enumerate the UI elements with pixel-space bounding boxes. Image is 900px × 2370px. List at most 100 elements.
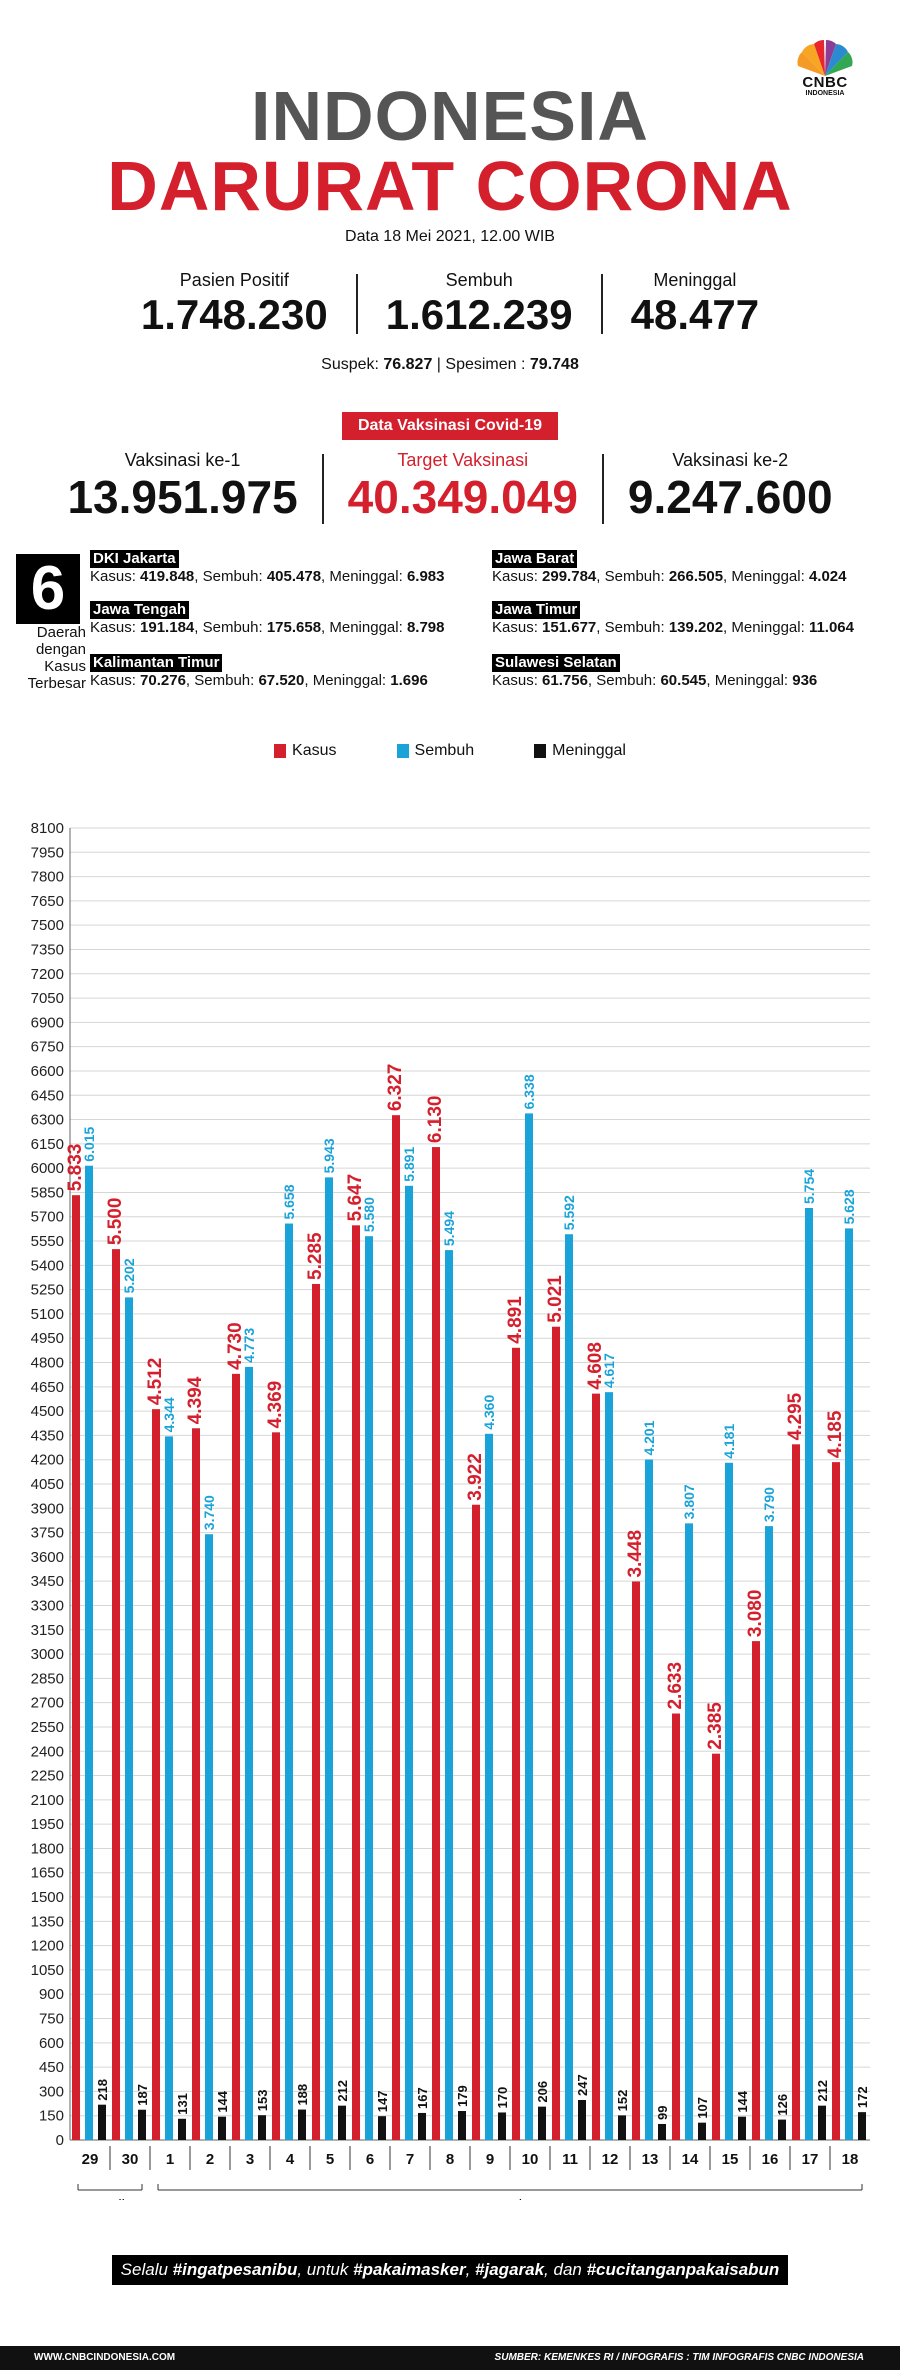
- group-label: April: [95, 2197, 125, 2200]
- y-tick-label: 0: [56, 2132, 64, 2149]
- y-tick-label: 450: [39, 2059, 64, 2076]
- data-label: 4.344: [161, 1397, 177, 1432]
- target-label: Target Vaksinasi: [397, 450, 529, 470]
- case-stats-row: Pasien Positif 1.748.230 Sembuh 1.612.23…: [0, 270, 900, 339]
- bar-kasus: [472, 1504, 480, 2140]
- bar-sembuh: [605, 1392, 613, 2140]
- bar-sembuh: [445, 1250, 453, 2140]
- legend-item-sembuh: Sembuh: [396, 742, 474, 760]
- data-label: 247: [575, 2074, 590, 2096]
- data-label: 153: [255, 2090, 270, 2112]
- caption-line: Daerah: [36, 624, 86, 641]
- bar-meninggal: [858, 2112, 866, 2140]
- divider: [600, 274, 603, 334]
- data-label: 170: [495, 2087, 510, 2109]
- region-item: Jawa Tengah Kasus: 191.184, Sembuh: 175.6…: [90, 601, 444, 637]
- y-tick-label: 7350: [31, 941, 64, 958]
- y-tick-label: 1200: [31, 1938, 64, 1955]
- footer-text: , dan: [544, 2260, 587, 2279]
- stat-vaksin-1: Vaksinasi ke-1 13.951.975: [43, 450, 321, 524]
- y-tick-label: 7500: [31, 917, 64, 934]
- bar-sembuh: [205, 1534, 213, 2140]
- data-label: 218: [95, 2079, 110, 2101]
- bar-sembuh: [285, 1223, 293, 2140]
- stat-meninggal: Meninggal 48.477: [603, 270, 787, 339]
- region-name: Sulawesi Selatan: [492, 654, 620, 672]
- y-tick-label: 5250: [31, 1282, 64, 1299]
- x-tick-label: 29: [82, 2151, 99, 2168]
- y-tick-label: 4950: [31, 1330, 64, 1347]
- bar-sembuh: [325, 1177, 333, 2140]
- y-tick-label: 2550: [31, 1719, 64, 1736]
- bar-meninggal: [618, 2115, 626, 2140]
- data-label: 5.658: [281, 1184, 297, 1219]
- data-label: 152: [615, 2090, 630, 2112]
- y-tick-label: 5700: [31, 1209, 64, 1226]
- data-label: 187: [135, 2084, 150, 2106]
- data-label: 144: [735, 2090, 750, 2112]
- legend-item-kasus: Kasus: [274, 742, 337, 760]
- x-tick-label: 15: [722, 2151, 739, 2168]
- legend-swatch: [274, 744, 287, 758]
- bar-meninggal: [458, 2111, 466, 2140]
- data-label: 188: [295, 2084, 310, 2106]
- x-tick-label: 9: [486, 2151, 494, 2168]
- bar-meninggal: [538, 2106, 546, 2140]
- bar-kasus: [712, 1753, 720, 2140]
- y-tick-label: 6000: [31, 1160, 64, 1177]
- data-label: 3.448: [625, 1530, 646, 1578]
- x-tick-label: 14: [682, 2151, 699, 2168]
- bar-kasus: [152, 1409, 160, 2140]
- suspek-line: Suspek: 76.827 | Spesimen : 79.748: [321, 356, 579, 373]
- bar-sembuh: [765, 1526, 773, 2140]
- data-label: 4.181: [721, 1424, 737, 1459]
- vaksin-2-label: Vaksinasi ke-2: [672, 450, 789, 470]
- stat-sembuh-value: 1.612.239: [385, 291, 573, 338]
- data-label: 4.773: [241, 1328, 257, 1363]
- data-label: 6.015: [81, 1126, 97, 1161]
- data-label: 131: [175, 2093, 190, 2115]
- x-tick-label: 6: [366, 2151, 374, 2168]
- y-tick-label: 6300: [31, 1112, 64, 1129]
- region-data: Kasus: 299.784, Sembuh: 266.505, Meningg…: [492, 568, 847, 585]
- y-tick-label: 7650: [31, 893, 64, 910]
- data-label: 2.633: [665, 1662, 686, 1710]
- y-tick-label: 900: [39, 1986, 64, 2003]
- divider: [321, 454, 324, 524]
- y-tick-label: 3750: [31, 1525, 64, 1542]
- region-name: Jawa Tengah: [90, 601, 190, 619]
- y-tick-label: 3900: [31, 1500, 64, 1517]
- data-label: 4.730: [225, 1322, 246, 1370]
- hashtag: #jagarak: [475, 2260, 545, 2279]
- bar-meninggal: [658, 2123, 666, 2140]
- y-tick-label: 1800: [31, 1840, 64, 1857]
- bar-meninggal: [818, 2105, 826, 2140]
- data-label: 5.891: [401, 1147, 417, 1182]
- region-data: Kasus: 151.677, Sembuh: 139.202, Meningg…: [492, 619, 854, 636]
- y-tick-label: 150: [39, 2108, 64, 2125]
- hashtag: #cucitanganpakaisabun: [586, 2260, 780, 2279]
- data-label: 5.647: [345, 1174, 366, 1222]
- caption-line: Terbesar: [27, 675, 86, 692]
- y-tick-label: 6450: [31, 1087, 64, 1104]
- data-label: 5.500: [105, 1198, 126, 1246]
- divider: [601, 454, 604, 524]
- data-label: 3.080: [745, 1590, 766, 1638]
- bar-sembuh: [845, 1228, 853, 2140]
- legend-swatch: [396, 744, 409, 758]
- logo-text: CNBC: [802, 74, 848, 91]
- stat-target: Target Vaksinasi 40.349.049: [324, 450, 602, 524]
- y-tick-label: 2250: [31, 1768, 64, 1785]
- region-item: Jawa Barat Kasus: 299.784, Sembuh: 266.50…: [492, 550, 846, 586]
- bar-sembuh: [725, 1462, 733, 2140]
- bar-meninggal: [378, 2116, 386, 2140]
- y-tick-label: 4050: [31, 1476, 64, 1493]
- x-tick-label: 1: [166, 2151, 174, 2168]
- cnbc-logo: CNBC INDONESIA: [790, 38, 860, 100]
- bar-kasus: [272, 1432, 280, 2140]
- y-tick-label: 3450: [31, 1573, 64, 1590]
- bar-meninggal: [338, 2105, 346, 2140]
- data-label: 3.807: [681, 1484, 697, 1519]
- y-tick-label: 1050: [31, 1962, 64, 1979]
- bar-meninggal: [778, 2119, 786, 2140]
